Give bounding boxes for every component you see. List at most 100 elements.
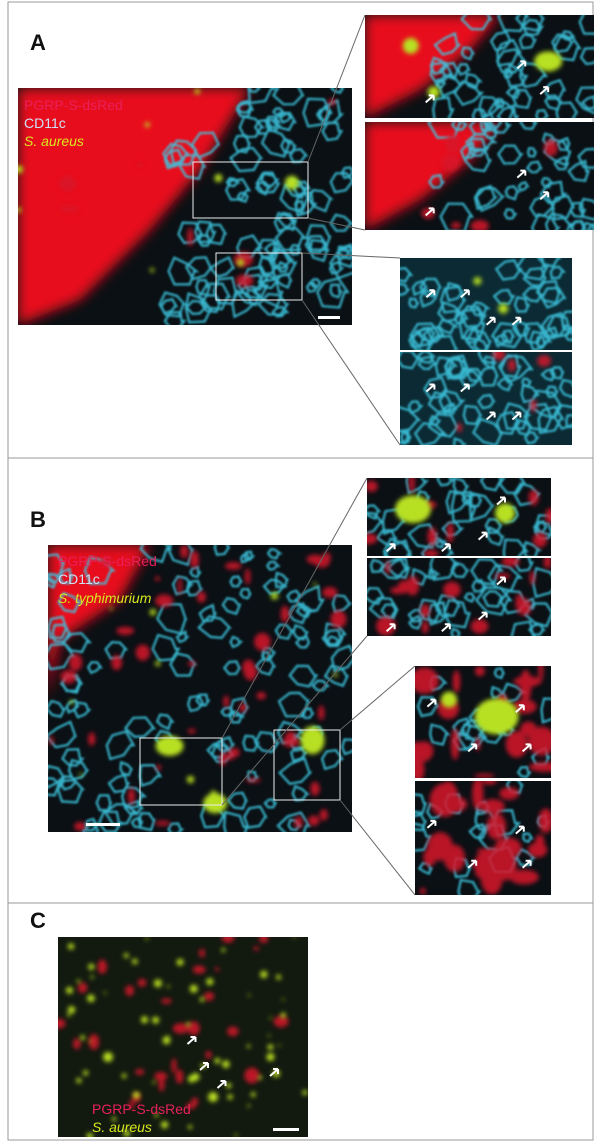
green-dot xyxy=(154,979,162,987)
panel-label: A xyxy=(30,30,46,55)
green-dot xyxy=(77,980,81,984)
red-blob xyxy=(73,1038,81,1049)
red-blob xyxy=(49,736,53,746)
red-blob xyxy=(520,729,526,735)
green-blob xyxy=(103,1052,113,1062)
red-blob xyxy=(125,985,134,996)
red-blob xyxy=(318,705,324,720)
red-blob xyxy=(475,865,508,872)
green-dot xyxy=(91,975,94,978)
green-dot xyxy=(200,997,205,1002)
green-dot xyxy=(152,1017,159,1024)
micrograph xyxy=(392,250,580,363)
legend-text: CD11c xyxy=(58,571,100,587)
green-dot xyxy=(87,995,95,1003)
red-blob xyxy=(422,621,429,634)
red-blob xyxy=(493,349,506,361)
red-blob xyxy=(447,523,454,543)
red-blob xyxy=(191,1097,198,1105)
red-blob xyxy=(294,816,303,828)
green-dot xyxy=(110,607,113,610)
red-blob xyxy=(427,527,436,546)
green-dot xyxy=(152,1081,155,1084)
red-blob xyxy=(190,551,199,569)
green-blob xyxy=(475,698,519,734)
green-dot xyxy=(214,1058,220,1064)
red-blob xyxy=(538,655,543,682)
green-dot xyxy=(221,948,225,952)
green-dot xyxy=(80,1035,85,1040)
panel-label: B xyxy=(30,507,46,532)
red-blob xyxy=(69,654,82,671)
green-blob xyxy=(395,495,431,523)
red-blob xyxy=(60,206,80,212)
red-blob xyxy=(242,660,254,676)
red-blob xyxy=(155,594,173,607)
red-blob xyxy=(222,934,235,943)
green-dot xyxy=(163,1036,171,1044)
green-dot xyxy=(281,1013,286,1018)
legend-text: CD11c xyxy=(24,115,66,131)
red-blob xyxy=(128,788,135,805)
red-blob xyxy=(161,998,172,1003)
red-blob xyxy=(310,782,319,796)
red-blob xyxy=(443,582,460,598)
green-dot xyxy=(68,943,74,949)
red-blob xyxy=(322,552,331,564)
green-dot xyxy=(187,776,194,783)
legend-text: S. aureus xyxy=(92,1119,152,1135)
micrograph xyxy=(405,655,564,782)
green-dot xyxy=(195,89,200,94)
green-dot xyxy=(70,700,74,704)
green-dot xyxy=(15,166,23,174)
green-dot xyxy=(206,978,213,985)
red-blob xyxy=(171,1058,176,1073)
red-blob xyxy=(187,228,193,247)
red-blob xyxy=(227,1026,238,1036)
red-blob xyxy=(52,1019,66,1029)
green-blob xyxy=(208,1092,218,1102)
red-blob xyxy=(204,992,214,1001)
green-blob xyxy=(498,304,508,314)
red-blob xyxy=(445,134,460,154)
red-blob xyxy=(254,946,259,951)
red-blob xyxy=(236,274,254,287)
green-dot xyxy=(276,975,281,980)
red-blob xyxy=(274,1016,289,1027)
micrograph xyxy=(365,552,558,650)
green-blob xyxy=(285,176,299,190)
red-blob xyxy=(518,599,522,615)
red-blob xyxy=(74,822,86,831)
micrograph xyxy=(392,344,580,450)
green-dot xyxy=(150,268,154,272)
red-blob xyxy=(245,778,261,782)
red-blob xyxy=(178,578,182,595)
red-blob xyxy=(180,545,188,558)
red-blob xyxy=(423,848,436,866)
green-dot xyxy=(282,998,284,1000)
green-dot xyxy=(177,959,184,966)
green-dot xyxy=(104,992,106,994)
red-blob xyxy=(499,787,519,800)
red-blob xyxy=(385,561,390,575)
red-blob xyxy=(538,808,553,833)
red-blob xyxy=(436,795,468,813)
figure: A PGRP-S-dsRed CD11c S. aureus B PGRP-S-… xyxy=(0,0,595,1142)
red-blob xyxy=(409,473,415,493)
red-blob xyxy=(530,399,537,412)
red-blob xyxy=(199,949,205,958)
red-blob xyxy=(533,533,547,548)
red-blob xyxy=(544,555,552,569)
red-blob xyxy=(225,562,242,570)
green-dot xyxy=(145,937,148,940)
red-blob xyxy=(544,139,558,156)
legend-text: S. typhimurium xyxy=(58,590,152,606)
red-blob xyxy=(451,728,459,760)
red-blob xyxy=(78,982,87,993)
micrograph xyxy=(358,469,555,567)
green-dot xyxy=(83,1070,88,1075)
green-dot xyxy=(145,122,150,127)
green-dot xyxy=(16,207,21,212)
micrograph xyxy=(402,778,553,902)
green-blob xyxy=(473,277,481,285)
